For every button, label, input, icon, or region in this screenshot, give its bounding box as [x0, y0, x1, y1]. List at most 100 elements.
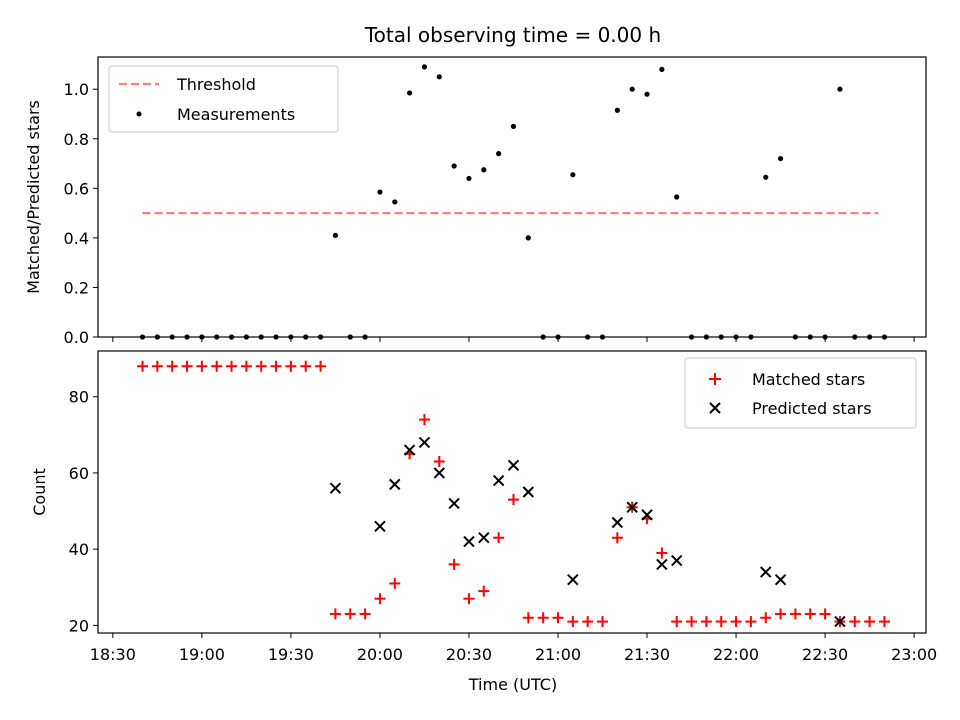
count-x-ticks: 18:30 19:00 19:30 20:00 20:30 21:00 21:30 22:00…	[90, 633, 937, 664]
count-x-tick-label: 22:00	[713, 645, 759, 664]
legend-threshold-label: Threshold	[176, 75, 256, 94]
chart-title: Total observing time = 0.00 h	[364, 23, 661, 47]
matched-stars-point	[552, 612, 564, 624]
count-x-tick-label: 19:00	[179, 645, 225, 664]
measurement-point	[392, 199, 398, 205]
legend-matched-swatch	[709, 373, 721, 385]
predicted-stars-point	[478, 532, 490, 544]
predicted-stars-point	[448, 497, 460, 510]
ratio-x-ticks	[112, 337, 915, 342]
count-x-tick-label: 21:00	[535, 645, 581, 664]
measurement-point	[496, 151, 502, 157]
ratio-y-tick-label: 0.4	[64, 229, 89, 248]
predicted-stars-point	[522, 486, 535, 498]
matched-stars-point	[775, 608, 787, 620]
predicted-stars-point	[760, 566, 772, 578]
matched-stars-point	[567, 616, 579, 628]
count-legend: Matched stars Predicted stars	[684, 357, 917, 429]
matched-stars-point	[611, 532, 623, 544]
measurement-point	[763, 174, 769, 180]
matched-stars-point	[374, 593, 386, 605]
matched-stars-point	[582, 616, 594, 628]
matched-stars-point	[359, 608, 371, 620]
count-plot-area	[137, 360, 890, 628]
measurement-point	[407, 90, 413, 96]
predicted-stars-point	[433, 467, 445, 479]
predicted-stars-point	[374, 520, 386, 533]
matched-stars-point	[686, 616, 698, 628]
measurement-point	[451, 163, 457, 169]
measurement-point	[659, 66, 665, 72]
measurement-point	[466, 175, 472, 182]
legend-matched-label: Matched stars	[752, 370, 865, 389]
matched-stars-point	[849, 616, 861, 628]
predicted-stars-point	[403, 444, 416, 456]
matched-stars-point	[448, 558, 460, 570]
matched-stars-point	[433, 456, 445, 468]
ratio-y-axis-label: Matched/Predicted stars	[24, 100, 43, 294]
predicted-stars-point	[329, 482, 342, 494]
predicted-stars-point	[611, 516, 624, 529]
matched-stars-point	[137, 360, 149, 372]
matched-stars-point	[329, 608, 341, 620]
matched-stars-point	[463, 593, 475, 605]
predicted-stars-point	[656, 558, 668, 571]
count-x-tick-label: 20:00	[357, 645, 403, 664]
ratio-y-tick-label: 0.8	[64, 130, 89, 149]
measurement-point	[614, 107, 620, 113]
count-y-tick-label: 80	[69, 388, 89, 407]
matched-stars-point	[181, 360, 193, 372]
matched-stars-point	[389, 577, 401, 589]
predicted-stars-point	[834, 615, 846, 628]
matched-stars-point	[240, 360, 252, 372]
count-x-tick-label: 21:30	[624, 645, 670, 664]
count-x-tick-label: 19:30	[268, 645, 314, 664]
predicted-stars-point	[389, 478, 401, 491]
measurement-point	[510, 123, 517, 129]
matched-stars-point	[700, 616, 712, 628]
matched-stars-point	[211, 360, 223, 372]
matched-stars-point	[493, 532, 505, 544]
ratio-y-tick-label: 0.6	[64, 179, 89, 198]
count-legend-box	[684, 357, 917, 429]
matched-stars-point	[166, 360, 178, 372]
legend-measurements-swatch	[136, 111, 142, 117]
predicted-stars-point	[567, 573, 579, 586]
ratio-legend-box	[108, 65, 339, 133]
count-x-tick-label: 20:30	[446, 645, 492, 664]
measurement-point	[674, 194, 680, 200]
ratio-y-tick-label: 0.0	[64, 328, 89, 347]
matched-stars-point	[819, 608, 831, 620]
predicted-stars-point	[626, 501, 638, 513]
count-axes-frame	[97, 350, 927, 634]
count-x-axis-label: Time (UTC)	[468, 675, 557, 694]
measurement-point	[421, 64, 428, 70]
ratio-y-tick-label: 0.2	[64, 278, 89, 297]
count-y-ticks: 20 40 60 80	[69, 388, 98, 635]
measurement-point	[332, 232, 339, 239]
matched-stars-point	[537, 612, 549, 624]
predicted-stars-point	[418, 436, 431, 449]
ratio-panel: 0.0 0.2 0.4 0.6 0.8 1.0 Matched/Predicted sta…	[24, 56, 927, 347]
predicted-stars-point	[774, 573, 787, 586]
matched-stars-point	[270, 360, 282, 372]
matched-stars-point	[344, 608, 356, 620]
count-x-tick-label: 18:30	[90, 645, 136, 664]
count-y-axis-label: Count	[30, 468, 49, 516]
legend-predicted-swatch	[709, 402, 721, 414]
count-y-tick-label: 20	[69, 616, 89, 635]
matched-stars-point	[804, 608, 816, 620]
count-x-tick-label: 23:00	[891, 645, 937, 664]
matched-stars-point	[730, 616, 742, 628]
measurement-point	[629, 86, 635, 92]
matched-stars-point	[864, 616, 876, 628]
measurement-point	[436, 74, 442, 80]
count-y-tick-label: 40	[69, 540, 89, 559]
ratio-y-ticks: 0.0 0.2 0.4 0.6 0.8 1.0	[64, 80, 98, 347]
predicted-stars-point	[641, 509, 653, 521]
measurement-point	[777, 155, 784, 162]
predicted-stars-point	[463, 535, 475, 548]
matched-stars-point	[300, 360, 312, 372]
matched-stars-point	[478, 585, 490, 597]
measurement-point	[377, 189, 383, 195]
